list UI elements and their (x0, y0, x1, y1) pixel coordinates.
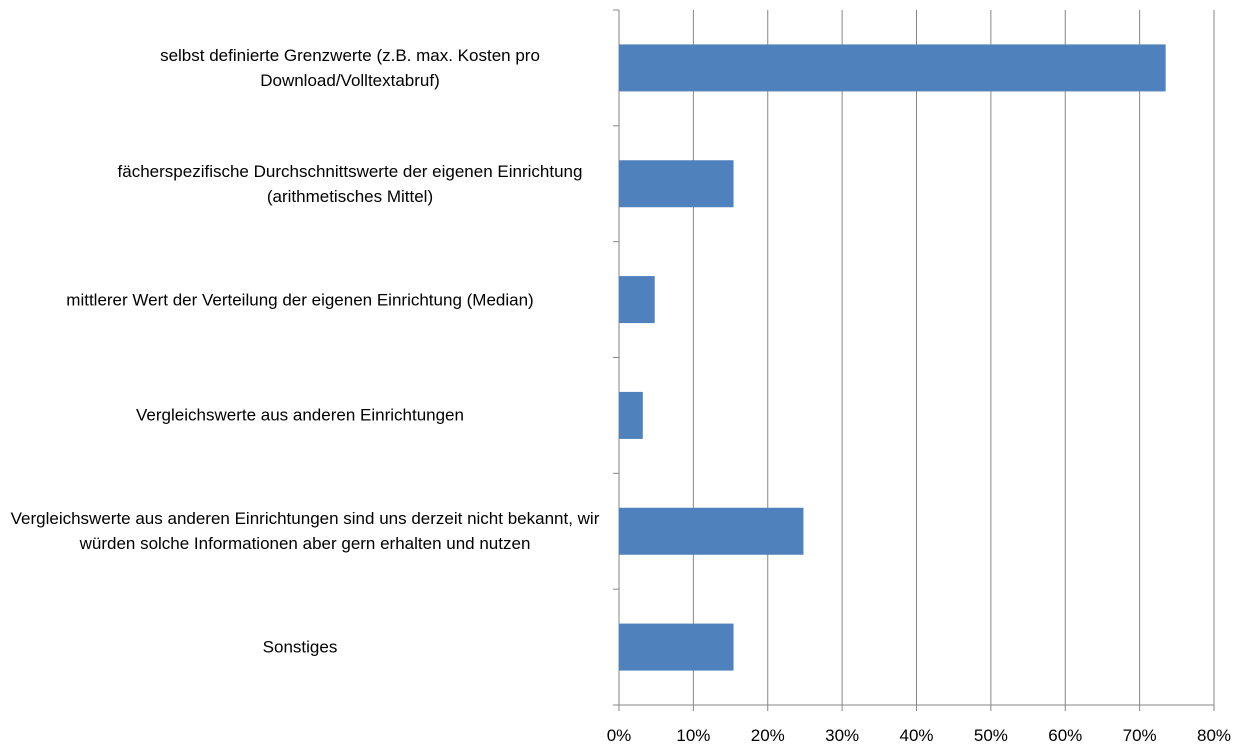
x-tick-label: 10% (676, 726, 710, 745)
y-tick-label: Sonstiges (262, 637, 338, 657)
y-tick-label: Vergleichswerte aus anderen Einrichtunge… (10, 509, 600, 554)
bar (619, 276, 655, 324)
x-tick-label: 40% (899, 726, 933, 745)
bar (619, 391, 643, 439)
bar (619, 623, 734, 671)
x-tick-label: 30% (825, 726, 859, 745)
x-tick-label: 80% (1197, 726, 1231, 745)
bar (619, 44, 1166, 92)
x-tick-label: 0% (607, 726, 632, 745)
bar (619, 507, 804, 555)
x-tick-label: 50% (974, 726, 1008, 745)
y-tick-label: selbst definierte Grenzwerte (z.B. max. … (160, 45, 540, 90)
x-tick-label: 20% (751, 726, 785, 745)
bar (619, 160, 734, 208)
y-tick-label: mittlerer Wert der Verteilung der eigene… (66, 290, 534, 310)
x-tick-label: 60% (1048, 726, 1082, 745)
x-tick-label: 70% (1123, 726, 1157, 745)
y-tick-label: fächerspezifische Durchschnittswerte der… (117, 161, 583, 206)
y-tick-label: Vergleichswerte aus anderen Einrichtunge… (136, 405, 464, 425)
